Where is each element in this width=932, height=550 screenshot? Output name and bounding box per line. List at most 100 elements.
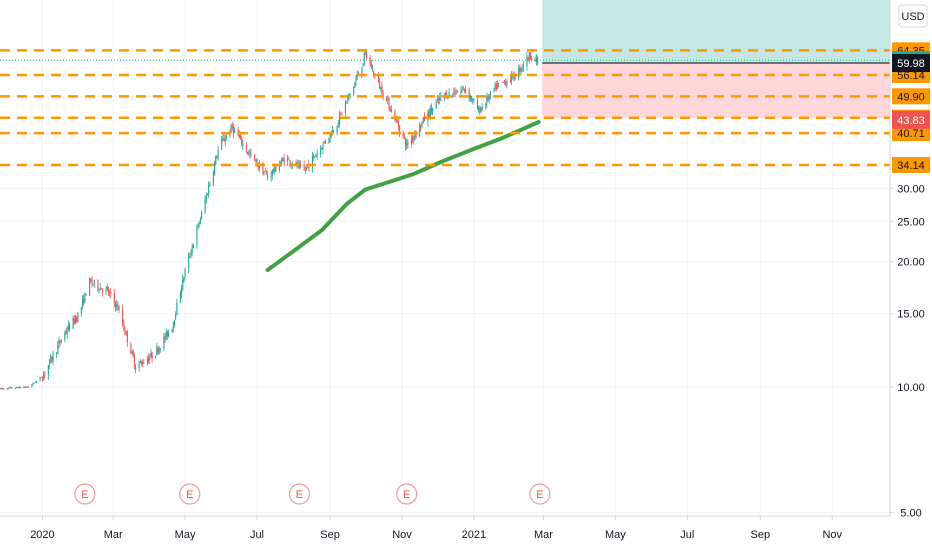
level-price-tag <box>892 156 930 173</box>
x-tick-label: Jul <box>250 529 264 541</box>
candle-body <box>355 78 357 82</box>
candle-body <box>27 386 29 388</box>
candle-body <box>274 165 276 172</box>
candle-body <box>34 382 36 384</box>
candle-body <box>49 359 51 365</box>
candle-body <box>116 303 118 307</box>
candle-body <box>410 138 413 145</box>
candle-body <box>366 53 368 59</box>
candle-body <box>373 70 375 76</box>
candle-body <box>122 309 124 324</box>
candle-body <box>522 65 524 68</box>
candle-body <box>519 66 521 72</box>
candle-body <box>305 166 308 170</box>
candle-body <box>208 185 210 195</box>
candle-body <box>85 294 87 296</box>
candle-body <box>315 155 317 157</box>
candle-body <box>132 350 134 358</box>
candle-body <box>11 387 13 389</box>
candle-body <box>56 352 58 354</box>
candle-body <box>370 63 372 70</box>
candle-body <box>102 289 104 292</box>
candle-body <box>488 95 490 100</box>
candle-body <box>346 101 348 103</box>
candle-body <box>247 151 249 154</box>
axes: 5.00 10.00 15.00 20.00 25.00 30.00 2020 Mar May J… <box>0 0 925 541</box>
candle-body <box>92 283 94 285</box>
candle-body <box>43 374 45 380</box>
currency-badge[interactable]: USD <box>898 4 928 28</box>
candle-body <box>158 348 160 354</box>
candle-body <box>531 57 533 60</box>
candle-body <box>363 53 365 63</box>
candle-body <box>428 112 430 117</box>
candle-body <box>402 131 404 137</box>
candle-body <box>407 142 409 146</box>
candle-body <box>51 357 53 361</box>
candle-body <box>0 388 1 390</box>
candle-body <box>414 134 416 137</box>
candle-body <box>390 109 392 112</box>
candle-body <box>313 155 315 158</box>
candle-body <box>479 107 481 114</box>
candle-body <box>201 212 203 219</box>
candle-body <box>89 278 91 296</box>
candle-body <box>362 62 364 67</box>
candle-body <box>394 110 396 121</box>
candle-body <box>47 365 49 376</box>
candle-body <box>106 286 108 289</box>
y-tick-label: 20.00 <box>897 257 925 269</box>
x-tick-label: 2021 <box>462 529 486 541</box>
candle-body <box>250 154 252 155</box>
candle-body <box>303 164 305 170</box>
candle-body <box>340 112 342 114</box>
price-tag <box>892 54 930 73</box>
candle-body <box>249 152 251 155</box>
candle-body <box>316 153 318 156</box>
candle-body <box>183 277 185 279</box>
candle-body <box>64 332 66 340</box>
candle-body <box>271 169 273 176</box>
candle-body <box>149 357 151 361</box>
candle-body <box>430 107 433 112</box>
candle-body <box>258 164 260 169</box>
candle-body <box>314 156 316 158</box>
candle-body <box>439 97 441 101</box>
candle-body <box>473 99 475 101</box>
candle-body <box>6 388 8 390</box>
candle-body <box>432 108 434 113</box>
candle-body <box>73 318 75 323</box>
moving-average <box>265 120 541 272</box>
candle-body <box>224 138 226 143</box>
candle-body <box>275 164 277 172</box>
candle-body <box>16 387 18 389</box>
candle-body <box>364 52 367 53</box>
candle-body <box>463 88 466 91</box>
candle-body <box>217 149 219 157</box>
candle-body <box>455 93 457 94</box>
candle-body <box>295 162 297 165</box>
level-price-tag <box>892 125 930 142</box>
x-tick-label: 2020 <box>30 529 54 541</box>
candle-body <box>509 80 512 82</box>
candle-body <box>57 345 59 354</box>
x-tick-label: Sep <box>320 529 340 541</box>
candle-body <box>537 56 539 64</box>
candle-body <box>50 356 52 361</box>
candle-body <box>498 83 500 85</box>
candle-body <box>138 363 140 369</box>
candle-body <box>506 81 508 86</box>
candle-body <box>511 74 513 81</box>
candle-body <box>69 324 71 330</box>
candle-body <box>337 122 339 125</box>
candle-body <box>502 81 504 83</box>
candle-body <box>190 253 192 256</box>
candle-body <box>242 143 244 146</box>
candle-body <box>399 125 401 133</box>
candle-body <box>372 69 374 71</box>
level-price-label: 49.90 <box>897 91 925 103</box>
x-tick-label: Nov <box>392 529 412 541</box>
candle-body <box>288 158 290 160</box>
candle-body <box>100 287 102 290</box>
